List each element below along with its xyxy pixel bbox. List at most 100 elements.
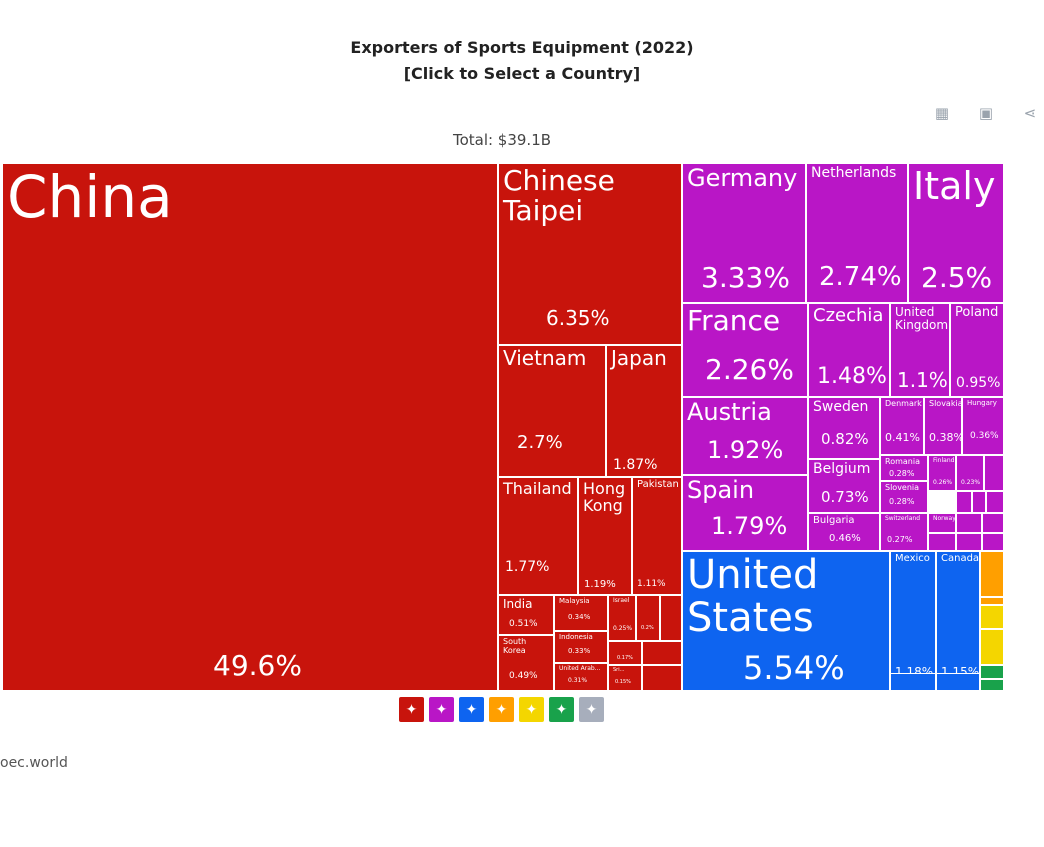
tile-switzerland[interactable]: Switzerland 0.27% [880, 513, 928, 551]
total-label: Total: $39.1B [452, 131, 552, 149]
north-america-icon[interactable]: ✦ [459, 697, 484, 722]
minor-country-tile[interactable] [980, 597, 1004, 605]
tile-israel[interactable]: Israel 0.25% [608, 595, 636, 641]
tile-name-label: Denmark [885, 399, 922, 408]
tile-name-label: Belgium [813, 461, 871, 477]
tile-czechia[interactable]: Czechia 1.48% [808, 303, 890, 397]
tile-finland[interactable]: Finland 0.26% [928, 455, 956, 491]
image-icon[interactable]: ▣ [978, 104, 994, 122]
tile-share-label: 2.7% [517, 432, 563, 453]
tile-share-label: 0.17% [617, 655, 633, 661]
source-label: oec.world [0, 755, 68, 771]
tile-share-label: 1.77% [505, 559, 550, 575]
tile-bulgaria[interactable]: Bulgaria 0.46% [808, 513, 880, 551]
tile-slovakia[interactable]: Slovakia 0.38% [924, 397, 962, 455]
tile-sri[interactable]: Sri... 0.15% [608, 665, 642, 691]
minor-country-tile[interactable] [936, 673, 980, 691]
chart-title-hint[interactable]: [Click to Select a Country] [403, 64, 641, 83]
south-america-icon[interactable]: ✦ [549, 697, 574, 722]
tile-canada[interactable]: Canada 1.15% [936, 551, 980, 691]
tile-chinese-taipei[interactable]: Chinese Taipei 6.35% [498, 163, 682, 345]
tile-indonesia[interactable]: Indonesia 0.33% [554, 631, 608, 663]
tile-share-label: 1.92% [707, 436, 784, 464]
share-icon[interactable]: ⋖ [1023, 104, 1037, 122]
tile-slovenia[interactable]: Slovenia 0.28% [880, 481, 928, 513]
tile-share-label: 0.34% [568, 613, 591, 621]
tile-share-label: 0.27% [887, 535, 913, 544]
tile-name-label: Pakistan [637, 479, 679, 490]
table-icon[interactable]: ▦ [934, 104, 950, 122]
tile-pakistan[interactable]: Pakistan 1.11% [632, 477, 682, 595]
minor-country-tile[interactable] [956, 491, 972, 513]
minor-country-tile[interactable] [972, 491, 986, 513]
minor-country-tile[interactable] [660, 595, 682, 641]
minor-country-tile[interactable] [982, 533, 1004, 551]
tile-name-label: Austria [687, 398, 772, 426]
tile-united-states[interactable]: United States 5.54% [682, 551, 890, 691]
tile-name-label: Mexico [895, 553, 930, 564]
tile-austria[interactable]: Austria 1.92% [682, 397, 808, 475]
tile-united-arab[interactable]: United Arab... 0.31% [554, 663, 608, 691]
tile-hong-kong[interactable]: Hong Kong 1.19% [578, 477, 632, 595]
minor-country-tile[interactable] [928, 533, 956, 551]
minor-country-tile[interactable] [642, 641, 682, 665]
tile-name-label: Slovakia [929, 399, 962, 408]
minor-country-tile[interactable] [980, 551, 1004, 597]
tile-name-label: Slovenia [885, 483, 920, 492]
tile-spain[interactable]: Spain 1.79% [682, 475, 808, 551]
tile-sweden[interactable]: Sweden 0.82% [808, 397, 880, 459]
tile-romania[interactable]: Romania 0.28% [880, 455, 928, 481]
minor-country-tile[interactable] [980, 665, 1004, 679]
tile-malaysia[interactable]: Malaysia 0.34% [554, 595, 608, 631]
minor-country-tile[interactable] [980, 679, 1004, 691]
minor-country-tile[interactable] [890, 673, 936, 691]
europe-icon[interactable]: ✦ [429, 697, 454, 722]
asia-icon[interactable]: ✦ [399, 697, 424, 722]
tile-share-label: 1.48% [817, 364, 887, 389]
tile-share-label: 3.33% [701, 261, 790, 294]
oceania-icon[interactable]: ✦ [519, 697, 544, 722]
tile-name-label: Spain [687, 476, 755, 504]
tile-name-label: United Kingdom [895, 305, 949, 332]
tile-germany[interactable]: Germany 3.33% [682, 163, 806, 303]
tile-share-label: 0.25% [613, 625, 633, 632]
tile-china[interactable]: China 49.6% [2, 163, 498, 691]
minor-country-tile[interactable] [956, 533, 982, 551]
tile-share-label: 0.41% [885, 431, 920, 444]
tile-belgium[interactable]: Belgium 0.73% [808, 459, 880, 513]
tile-mexico[interactable]: Mexico 1.18% [890, 551, 936, 691]
minor-country-tile[interactable] [956, 513, 982, 533]
tile-share-label: 0.26% [933, 479, 953, 486]
minor-country-tile[interactable] [986, 491, 1004, 513]
tile-share-0-17[interactable]: 0.17% [608, 641, 642, 665]
minor-country-tile[interactable] [642, 665, 682, 691]
tile-share-0-23[interactable]: 0.23% [956, 455, 984, 491]
tile-hungary[interactable]: Hungary 0.36% [962, 397, 1004, 455]
tile-share-label: 1.87% [613, 457, 658, 473]
tile-denmark[interactable]: Denmark 0.41% [880, 397, 924, 455]
tile-france[interactable]: France 2.26% [682, 303, 808, 397]
tile-norway[interactable]: Norway [928, 513, 956, 533]
tile-japan[interactable]: Japan 1.87% [606, 345, 682, 477]
tile-vietnam[interactable]: Vietnam 2.7% [498, 345, 606, 477]
tile-india[interactable]: India 0.51% [498, 595, 554, 635]
tile-italy[interactable]: Italy 2.5% [908, 163, 1004, 303]
minor-country-tile[interactable] [980, 605, 1004, 629]
africa-icon[interactable]: ✦ [489, 697, 514, 722]
antarctica-icon[interactable]: ✦ [579, 697, 604, 722]
tile-poland[interactable]: Poland 0.95% [950, 303, 1004, 397]
minor-country-tile[interactable] [984, 455, 1004, 491]
tile-thailand[interactable]: Thailand 1.77% [498, 477, 578, 595]
tile-share-label: 1.19% [584, 579, 616, 590]
minor-country-tile[interactable] [982, 513, 1004, 533]
tile-south-korea[interactable]: South Korea 0.49% [498, 635, 554, 691]
tile-share-label: 1.11% [637, 579, 666, 589]
minor-country-tile[interactable] [980, 629, 1004, 665]
tile-share-0-2[interactable]: 0.2% [636, 595, 660, 641]
region-legend: ✦ ✦ ✦ ✦ ✦ ✦ ✦ [399, 697, 604, 722]
tile-name-label: Norway [933, 515, 956, 522]
tile-united-kingdom[interactable]: United Kingdom 1.1% [890, 303, 950, 397]
tile-share-label: 0.2% [641, 625, 654, 631]
tile-netherlands[interactable]: Netherlands 2.74% [806, 163, 908, 303]
tile-share-label: 0.82% [821, 430, 869, 448]
